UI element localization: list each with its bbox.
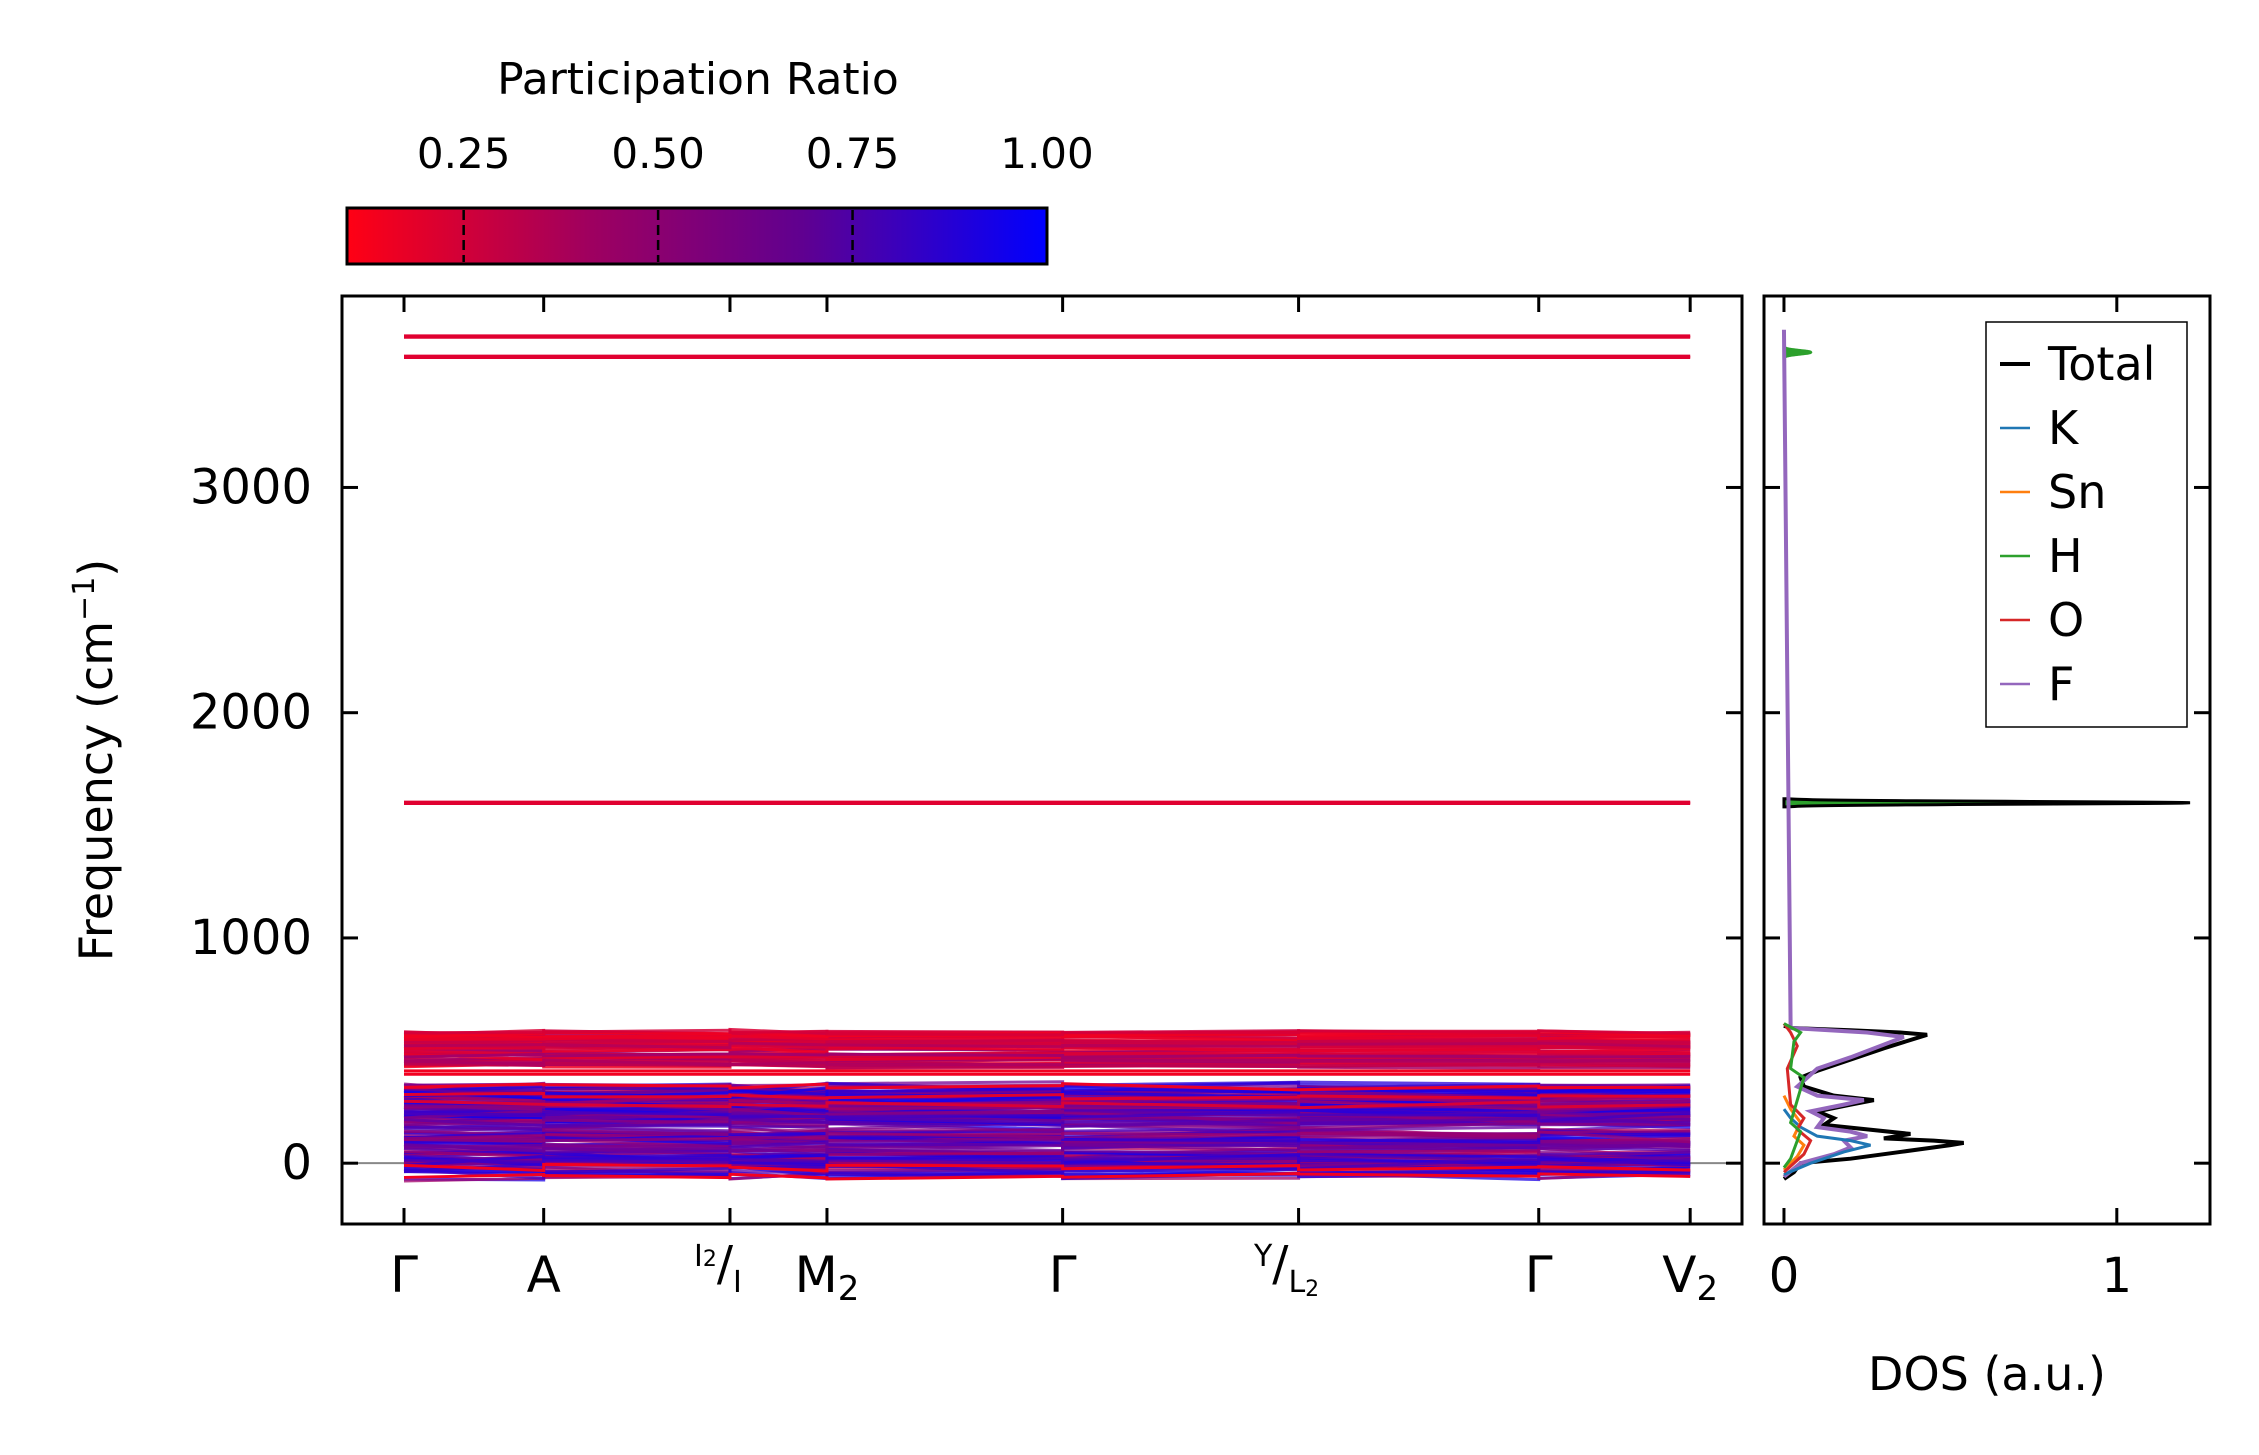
band-line xyxy=(403,1162,1691,1173)
y-tick-label: 1000 xyxy=(190,910,312,966)
dos-x-tick-label: 0 xyxy=(1769,1248,1800,1304)
band-line xyxy=(403,1082,1691,1092)
legend-label: F xyxy=(2048,657,2074,711)
dos-x-tick-label: 1 xyxy=(2102,1248,2133,1304)
band-line xyxy=(403,1028,1691,1037)
band-line xyxy=(403,1062,1691,1070)
band-line xyxy=(403,1091,1691,1101)
x-tick-label: Γ xyxy=(1049,1246,1077,1304)
band-structure-panel: 0 1000 2000 3000 Γ A I2/I M2 Γ Y/L2 Γ V2 Frequency… xyxy=(67,294,1744,1309)
dos-curve xyxy=(1782,1108,1871,1176)
x-tick-label: I2/I xyxy=(694,1236,742,1300)
colorbar-gradient xyxy=(345,206,1049,266)
band-line xyxy=(403,1052,1691,1059)
band-line xyxy=(403,1153,1691,1167)
dos-curve xyxy=(1782,1022,1806,1169)
x-tick-label: V2 xyxy=(1662,1246,1718,1309)
libration-band-group xyxy=(403,1027,1691,1076)
acoustic-optical-band-group xyxy=(403,1080,1691,1183)
x-tick-label: A xyxy=(527,1246,561,1304)
legend-label: Sn xyxy=(2048,465,2106,519)
band-line xyxy=(403,1172,1691,1181)
colorbar-tick-label: 0.75 xyxy=(806,129,900,178)
band-line xyxy=(403,1165,1691,1180)
dos-axes-frame xyxy=(1762,294,2212,1226)
x-tick-label: M2 xyxy=(795,1246,860,1309)
band-line xyxy=(404,1150,1691,1163)
dos-peak xyxy=(1782,797,2191,809)
y-tick-label: 3000 xyxy=(190,459,312,515)
dos-peak xyxy=(1782,344,1813,360)
legend-label: Total xyxy=(2047,337,2155,391)
x-tick-label: Γ xyxy=(390,1246,418,1304)
colorbar-title: Participation Ratio xyxy=(497,54,899,105)
legend-label: K xyxy=(2048,401,2080,455)
legend-frame xyxy=(1985,321,2188,728)
band-axes-frame xyxy=(340,294,1744,1226)
y-tick-label: 2000 xyxy=(190,685,312,741)
band-line xyxy=(403,1115,1691,1129)
colorbar-tick-label: 0.25 xyxy=(417,129,511,178)
dos-curve xyxy=(1782,1094,1806,1171)
band-line xyxy=(403,1099,1691,1110)
band-line xyxy=(403,1130,1691,1144)
band-line xyxy=(403,1131,1691,1146)
colorbar-tick-label: 0.50 xyxy=(611,129,705,178)
x-axis-label: DOS (a.u.) xyxy=(1868,1347,2106,1401)
band-line xyxy=(403,1058,1691,1067)
band-line xyxy=(403,1110,1691,1123)
x-tick-label: Γ xyxy=(1525,1246,1553,1304)
colorbar: Participation Ratio 0.25 0.50 0.75 1.00 xyxy=(345,54,1094,266)
band-line xyxy=(403,1041,1691,1050)
flat-band-group xyxy=(404,334,1691,805)
x-tick-label: Y/L2 xyxy=(1253,1236,1319,1302)
dos-curve xyxy=(1781,329,1905,1179)
colorbar-tick-label: 1.00 xyxy=(1000,129,1094,178)
band-line xyxy=(403,1117,1691,1132)
legend-label: H xyxy=(2048,529,2083,583)
legend-label: O xyxy=(2048,593,2084,647)
dos-panel: 0 1 DOS (a.u.) Total K Sn HOF xyxy=(1762,294,2212,1401)
y-tick-label: 0 xyxy=(281,1135,312,1191)
legend: Total K Sn HOF xyxy=(1985,321,2188,728)
band-line xyxy=(403,1143,1691,1157)
y-axis-label: Frequency (cm−1) xyxy=(67,559,123,962)
